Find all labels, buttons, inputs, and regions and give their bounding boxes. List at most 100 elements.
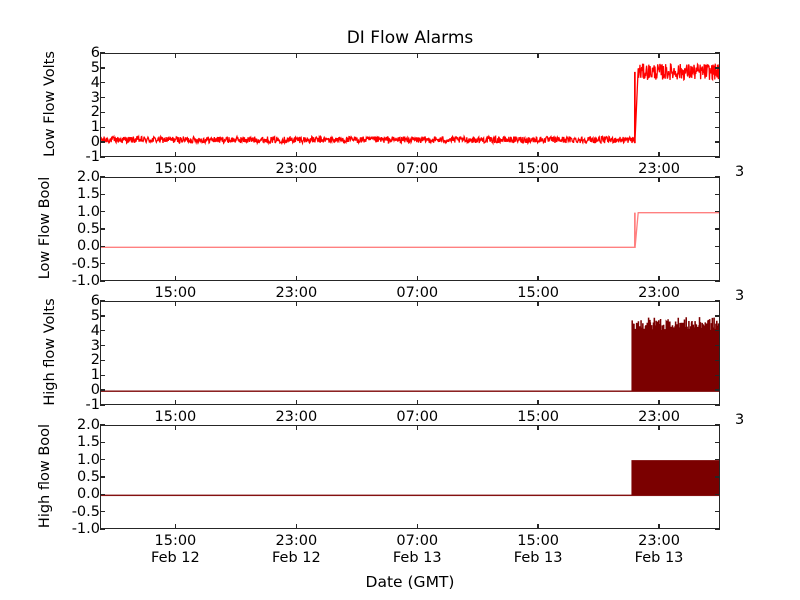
x-tick-mark bbox=[174, 53, 177, 58]
y-tick-label: 1 bbox=[90, 119, 100, 136]
x-tick-label: 07:00 bbox=[396, 161, 438, 178]
y-tick-mark bbox=[715, 315, 720, 317]
y-tick-label: 1.5 bbox=[76, 434, 100, 451]
x-tick-label: 07:00 bbox=[396, 409, 438, 426]
x-tick-mark bbox=[658, 53, 660, 58]
x-tick-mark bbox=[416, 152, 418, 157]
y-tick-mark bbox=[100, 52, 105, 54]
x-tick-date: Feb 13 bbox=[513, 550, 563, 566]
y-tick-label: 0 bbox=[90, 134, 100, 151]
y-tick-label: 5 bbox=[90, 307, 100, 324]
x-tick-label: 15:00 bbox=[517, 409, 559, 426]
y-tick-mark bbox=[715, 96, 720, 99]
y-tick-label: -0.5 bbox=[71, 503, 100, 520]
x-tick-mark bbox=[416, 425, 418, 430]
x-tick-mark bbox=[537, 177, 539, 182]
x-tick-label: 15:00 Feb 13 bbox=[514, 533, 563, 567]
y-tick-label: 0.5 bbox=[76, 469, 100, 485]
x-tick-mark bbox=[537, 524, 539, 529]
y-tick-mark bbox=[100, 228, 105, 230]
y-tick-mark bbox=[100, 193, 105, 196]
x-tick-label: 15:00 bbox=[154, 161, 196, 178]
y-tick-mark bbox=[100, 389, 105, 391]
y-tick-mark bbox=[100, 111, 105, 114]
x-tick-date: Feb 13 bbox=[392, 550, 442, 566]
y-tick-mark bbox=[100, 510, 105, 513]
x-tick-mark bbox=[174, 400, 177, 405]
y-tick-label: 1.0 bbox=[76, 451, 100, 468]
y-tick-mark bbox=[100, 344, 105, 347]
x-tick-mark bbox=[537, 400, 539, 405]
y-tick-mark bbox=[100, 330, 105, 332]
x-tick-date: Feb 13 bbox=[634, 550, 684, 566]
x-tick-label: 23:00 Feb 12 bbox=[272, 533, 321, 567]
y-tick-label: 2.0 bbox=[76, 417, 100, 433]
y-tick-mark bbox=[715, 82, 720, 84]
y-tick-mark bbox=[100, 141, 105, 143]
y-tick-label: 2 bbox=[90, 104, 100, 121]
y-tick-label: -0.5 bbox=[71, 255, 100, 272]
y-tick-mark bbox=[100, 528, 105, 530]
x-tick-time: 23:00 bbox=[275, 533, 318, 549]
data-trace bbox=[101, 62, 719, 146]
y-tick-label: 6 bbox=[90, 293, 100, 309]
y-tick-label: 1 bbox=[90, 367, 100, 384]
x-tick-label: 23:00 bbox=[638, 409, 680, 426]
x-tick-mark bbox=[295, 152, 298, 157]
x-tick-time: 15:00 bbox=[154, 409, 197, 425]
x-tick-mark bbox=[416, 53, 418, 58]
x-tick-label: 23:00 bbox=[275, 161, 317, 178]
y-tick-mark bbox=[715, 476, 720, 478]
x-tick-label: 15:00 bbox=[517, 161, 559, 178]
y-tick-mark bbox=[100, 67, 105, 69]
y-tick-label: 4 bbox=[90, 74, 100, 91]
clipped-tick-overflow-2: 3 bbox=[735, 412, 745, 428]
x-tick-mark bbox=[295, 53, 298, 58]
y-tick-mark bbox=[100, 262, 105, 265]
y-tick-mark bbox=[100, 210, 105, 213]
x-tick-mark bbox=[295, 425, 298, 430]
x-tick-mark bbox=[416, 276, 418, 281]
x-tick-mark bbox=[416, 301, 418, 306]
y-tick-mark bbox=[100, 156, 105, 158]
plot-area-1 bbox=[101, 178, 719, 280]
series-high-flow-bool bbox=[101, 460, 719, 497]
x-tick-mark bbox=[537, 425, 539, 430]
x-tick-mark bbox=[658, 152, 660, 157]
y-tick-mark bbox=[715, 344, 720, 347]
x-tick-mark bbox=[416, 400, 418, 405]
y-tick-mark bbox=[100, 424, 105, 426]
x-tick-time: 23:00 bbox=[275, 285, 318, 301]
x-tick-label: 07:00 bbox=[396, 285, 438, 302]
x-tick-mark bbox=[174, 177, 177, 182]
y-tick-mark bbox=[715, 441, 720, 444]
x-tick-time: 23:00 bbox=[638, 533, 680, 549]
subplot-low-flow-bool bbox=[100, 177, 720, 281]
y-tick-label: 2 bbox=[90, 352, 100, 369]
y-tick-mark bbox=[100, 280, 105, 282]
y-axis-label-3: High flow Bool bbox=[37, 423, 53, 529]
y-tick-mark bbox=[100, 441, 105, 444]
y-tick-mark bbox=[715, 141, 720, 143]
data-trace bbox=[101, 212, 719, 248]
x-tick-time: 15:00 bbox=[517, 285, 560, 301]
x-tick-mark bbox=[537, 276, 539, 281]
y-tick-mark bbox=[715, 245, 720, 248]
x-tick-mark bbox=[537, 152, 539, 157]
y-tick-label: 1.0 bbox=[76, 203, 100, 220]
x-tick-time: 23:00 bbox=[275, 409, 318, 425]
y-tick-mark bbox=[715, 193, 720, 196]
x-tick-mark bbox=[295, 400, 298, 405]
x-tick-mark bbox=[416, 177, 418, 182]
subplot-high-flow-bool bbox=[100, 425, 720, 529]
x-tick-label: 23:00 bbox=[275, 285, 317, 302]
x-tick-time: 15:00 bbox=[154, 533, 197, 549]
y-tick-mark bbox=[715, 493, 720, 496]
x-tick-label: 23:00 Feb 13 bbox=[635, 533, 684, 567]
y-tick-mark bbox=[715, 359, 720, 362]
x-tick-label: 07:00 Feb 13 bbox=[393, 533, 442, 567]
x-tick-mark bbox=[174, 524, 177, 529]
y-tick-label: -1.0 bbox=[71, 273, 100, 289]
x-tick-mark bbox=[295, 524, 298, 529]
